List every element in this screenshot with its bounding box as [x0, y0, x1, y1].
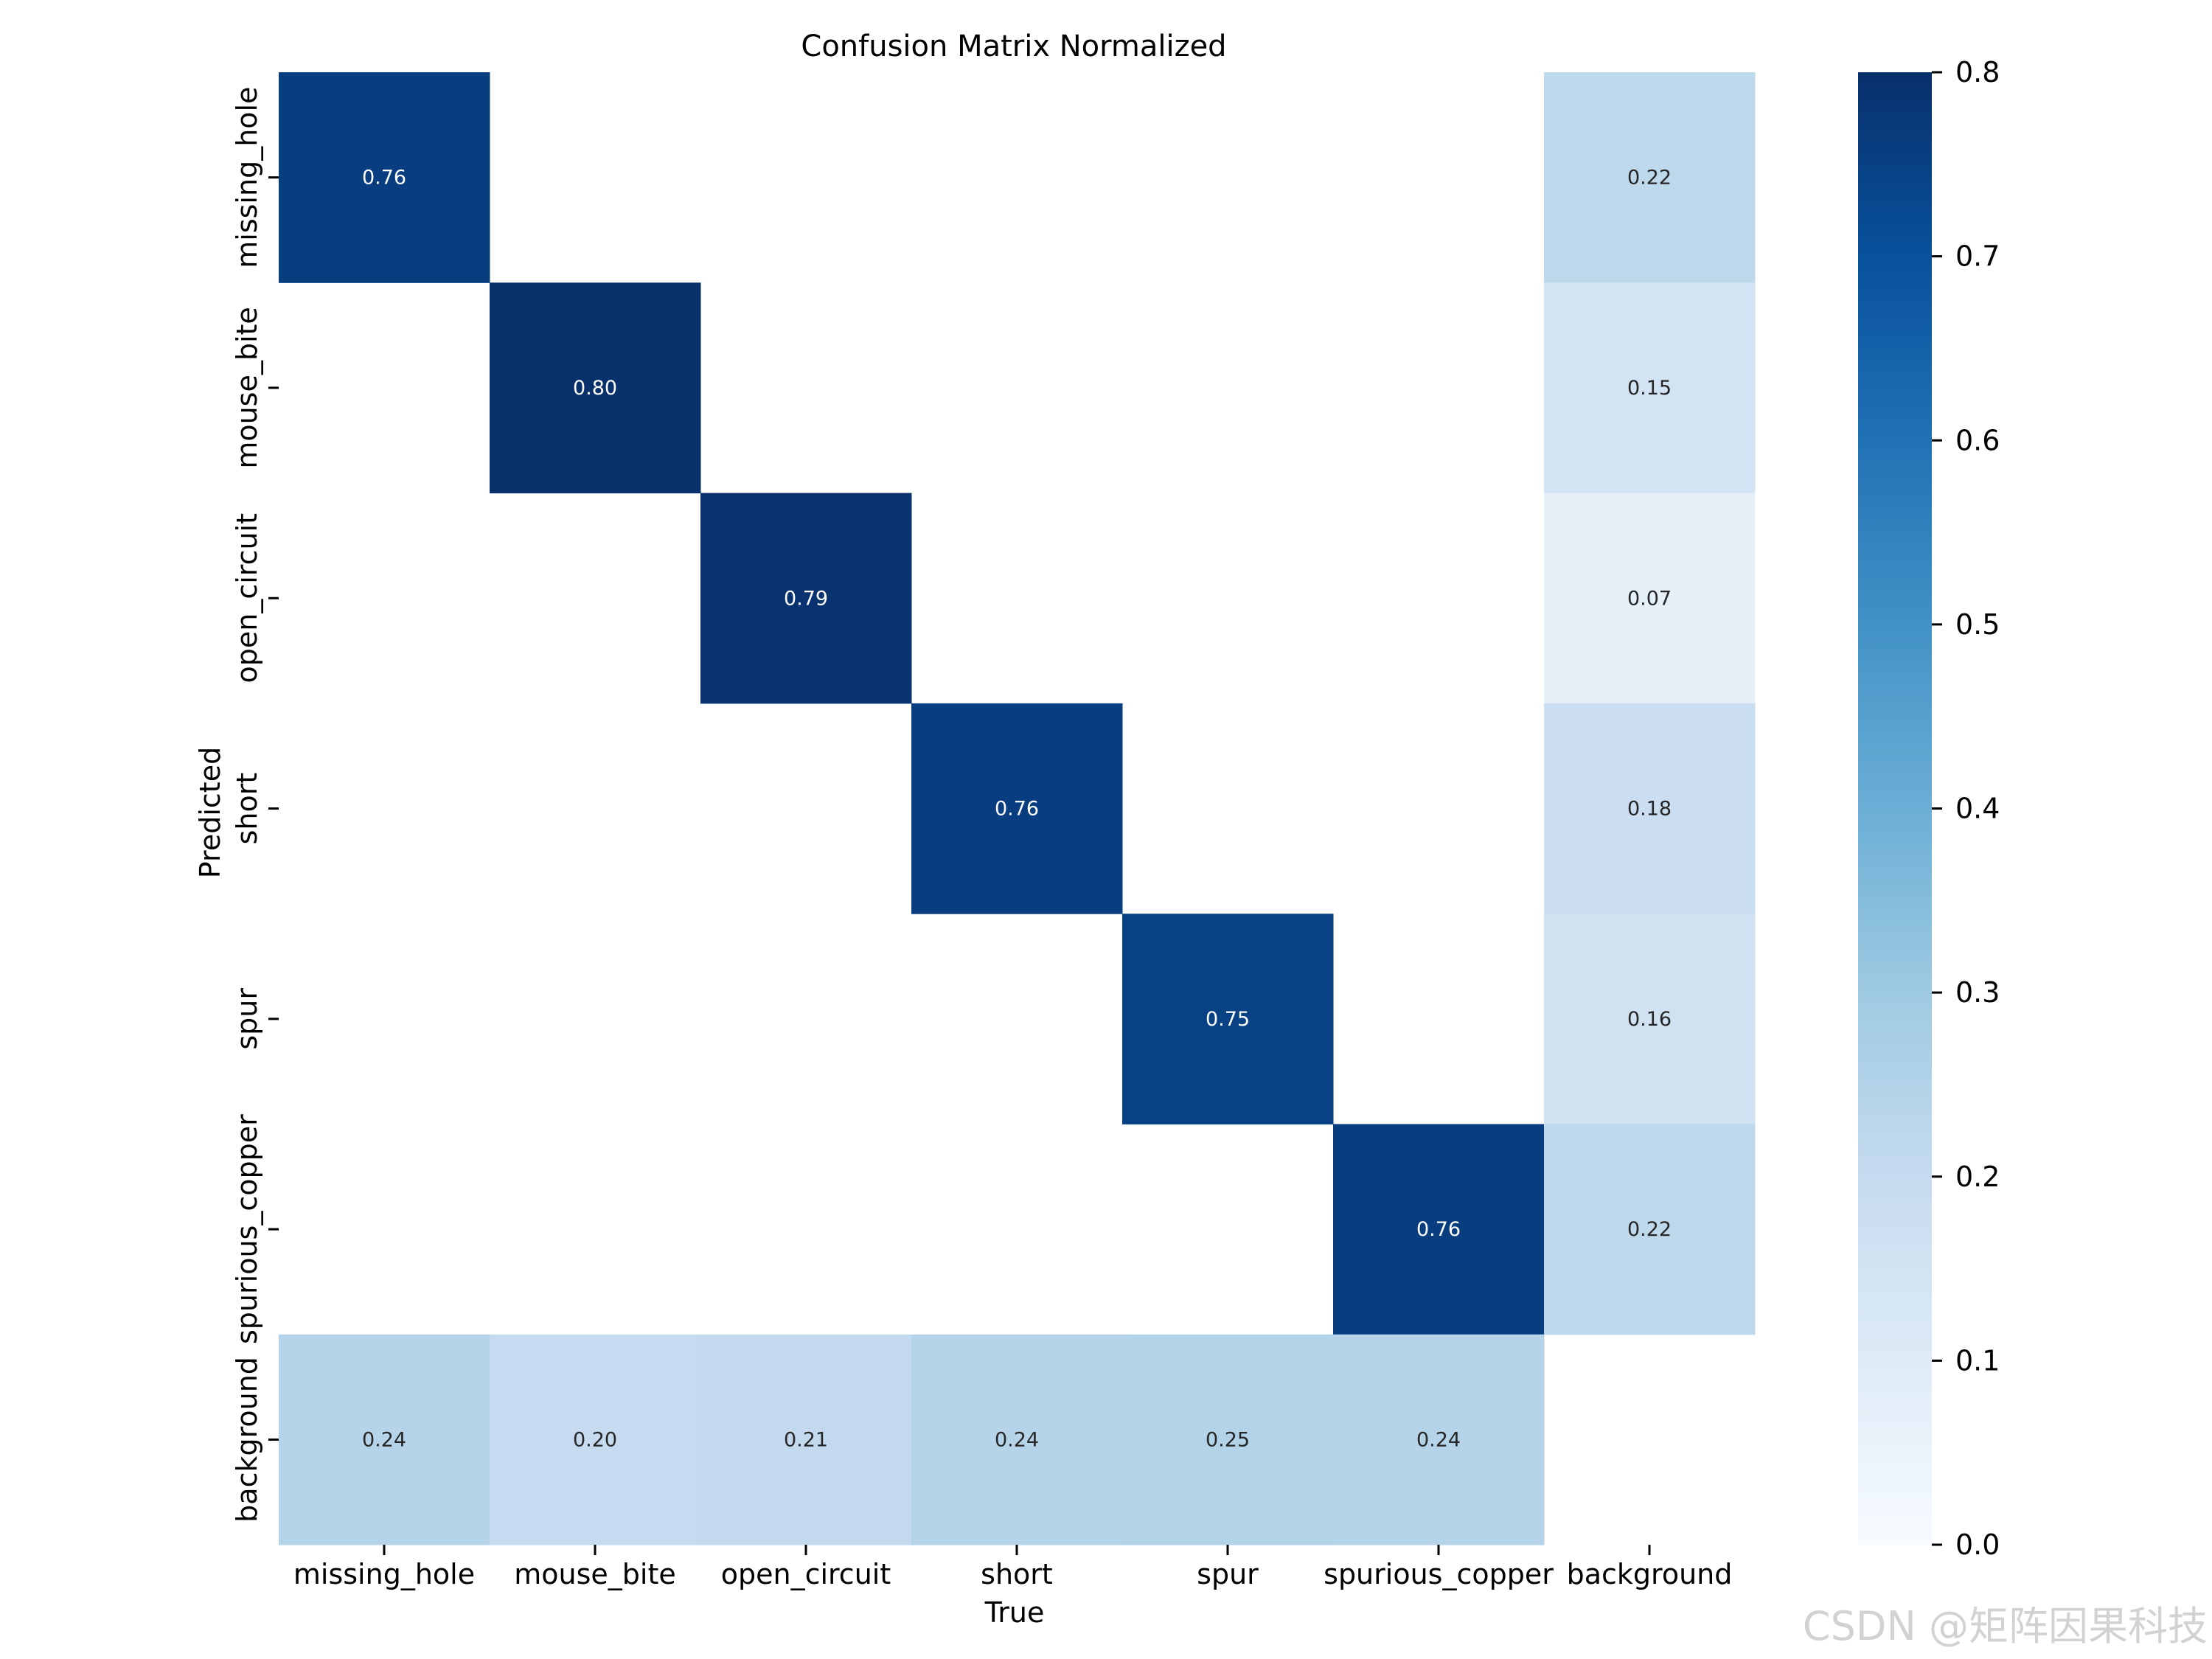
heatmap-cell: [911, 1334, 1123, 1545]
y-tick-label: spurious_copper: [231, 1114, 263, 1344]
heatmap-cell: [1333, 1124, 1545, 1335]
heatmap-cell: [279, 72, 490, 283]
cell-value-label: 0.20: [573, 1428, 617, 1451]
heatmap-cell: [279, 1334, 490, 1545]
cell-value-label: 0.15: [1627, 377, 1672, 400]
colorbar-tick-label: 0.3: [1955, 976, 2000, 1009]
heatmap-cell: [1333, 1334, 1545, 1545]
cell-value-label: 0.24: [995, 1428, 1039, 1451]
heatmap-cell: [1544, 703, 1756, 914]
cell-value-label: 0.21: [784, 1428, 828, 1451]
colorbar-tick-label: 0.2: [1955, 1161, 2000, 1193]
cell-value-label: 0.75: [1206, 1008, 1250, 1031]
watermark: CSDN @矩阵因果科技: [1802, 1603, 2208, 1649]
heatmap-cell: [700, 493, 912, 704]
heatmap-cell: [1122, 1334, 1334, 1545]
x-tick-label: missing_hole: [293, 1558, 475, 1590]
chart-title: Confusion Matrix Normalized: [801, 29, 1226, 63]
cell-value-label: 0.16: [1627, 1008, 1672, 1031]
cell-value-label: 0.24: [362, 1428, 406, 1451]
heatmap-cell: [1544, 72, 1756, 283]
heatmap-cell: [1544, 1124, 1756, 1335]
x-tick-label: mouse_bite: [514, 1558, 675, 1590]
cell-value-label: 0.80: [573, 377, 617, 400]
cell-value-label: 0.76: [1416, 1218, 1461, 1241]
x-tick-label: open_circuit: [721, 1558, 891, 1590]
colorbar-tick-label: 0.4: [1955, 793, 2000, 825]
x-axis-label: True: [984, 1596, 1045, 1629]
colorbar-tick-label: 0.7: [1955, 240, 2000, 273]
y-tick-label: short: [231, 773, 263, 845]
colorbar-tick-label: 0.5: [1955, 608, 2000, 641]
colorbar-tick-label: 0.1: [1955, 1344, 2000, 1377]
cell-value-label: 0.24: [1416, 1428, 1461, 1451]
y-tick-label: background: [231, 1357, 263, 1523]
colorbar-tick-label: 0.6: [1955, 424, 2000, 456]
cell-value-label: 0.25: [1206, 1428, 1250, 1451]
colorbar: [1858, 72, 1932, 1545]
heatmap-cells: 0.76 0.22 0.80 0.15 0.79 0.07 0.76 0.18 0.75 0.16…: [279, 72, 1756, 1545]
x-tick-label: spur: [1197, 1558, 1259, 1590]
heatmap-cell: [1544, 282, 1756, 494]
heatmap-cell: [1544, 493, 1756, 704]
heatmap-cell: [490, 282, 701, 494]
y-tick-label: spur: [231, 988, 263, 1050]
heatmap-cell: [1544, 914, 1756, 1124]
y-axis-label: Predicted: [194, 747, 226, 878]
colorbar-tick-label: 0.0: [1955, 1528, 2000, 1561]
colorbar-ticks: 0.0 0.1 0.2 0.3 0.4 0.5 0.6 0.7 0.8: [1932, 56, 2000, 1561]
cell-value-label: 0.18: [1627, 798, 1672, 821]
x-tick-label: spurious_copper: [1324, 1558, 1554, 1590]
x-tick-label: short: [981, 1558, 1053, 1590]
heatmap-cell: [911, 703, 1123, 914]
cell-value-label: 0.22: [1627, 1218, 1672, 1241]
cell-value-label: 0.22: [1627, 167, 1672, 189]
heatmap-cell: [1122, 914, 1334, 1124]
y-tick-label: missing_hole: [231, 87, 263, 268]
x-tick-label: background: [1567, 1558, 1733, 1590]
x-axis-ticks: missing_hole mouse_bite open_circuit short s…: [293, 1545, 1732, 1590]
heatmap-cell: [490, 1334, 701, 1545]
cell-value-label: 0.79: [784, 587, 828, 610]
heatmap-cell: [700, 1334, 912, 1545]
colorbar-tick-label: 0.8: [1955, 56, 2000, 88]
y-tick-label: mouse_bite: [231, 307, 263, 468]
cell-value-label: 0.76: [362, 167, 406, 189]
cell-value-label: 0.76: [995, 798, 1039, 821]
y-tick-label: open_circuit: [231, 513, 263, 684]
cell-value-label: 0.07: [1627, 587, 1672, 610]
